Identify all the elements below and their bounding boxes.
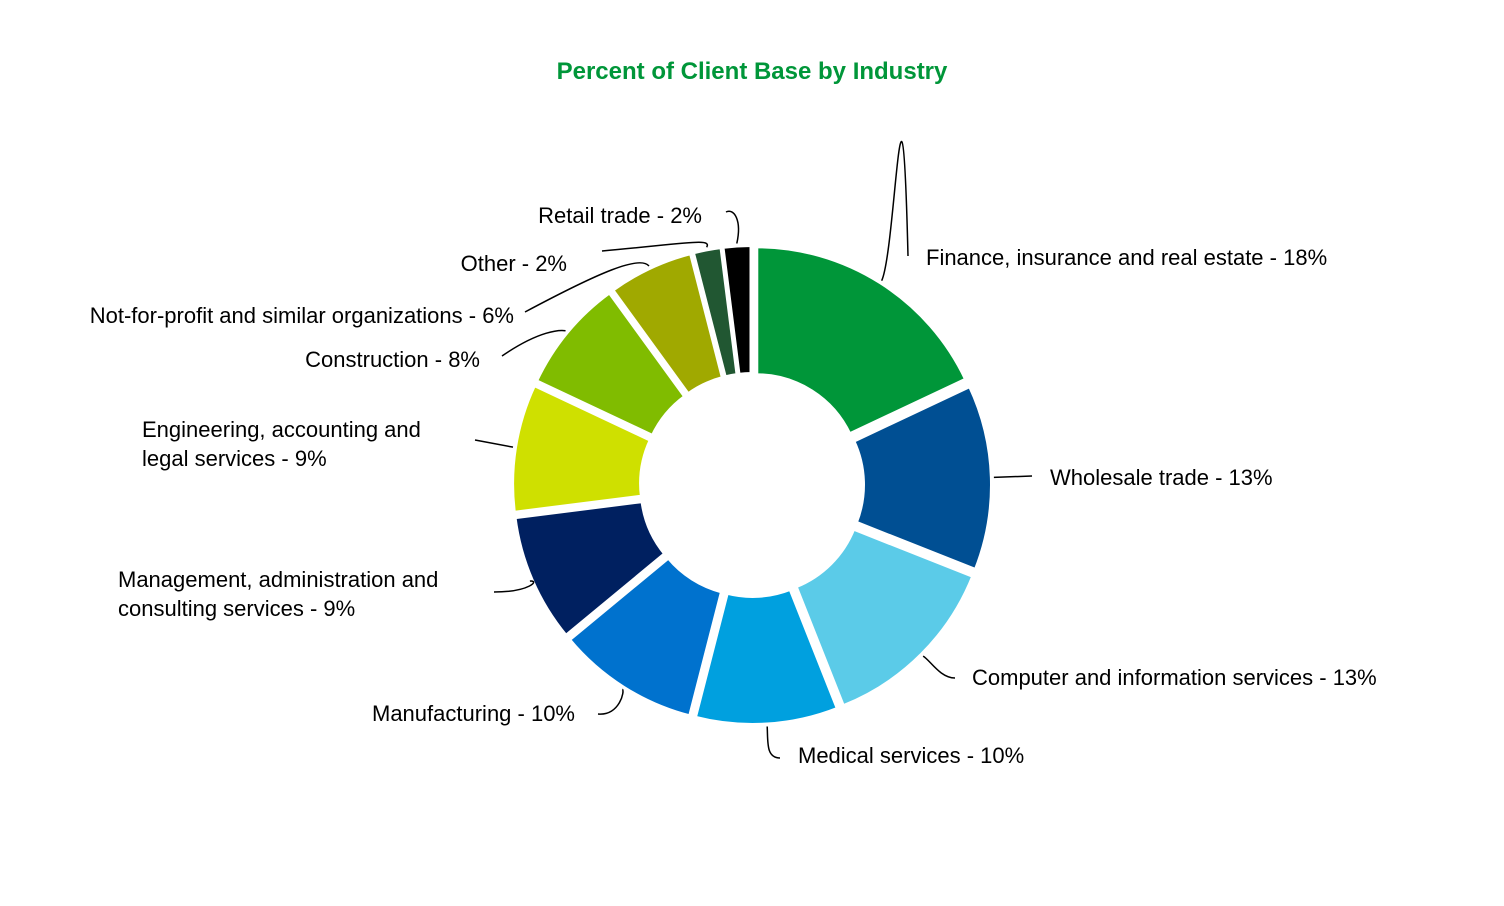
leader-line-0: [880, 140, 909, 281]
slice-label-5: Management, administration and consulting…: [118, 567, 438, 621]
slice-label-7: Construction - 8%: [305, 347, 480, 372]
slice-label-4: Manufacturing - 10%: [372, 701, 575, 726]
slice-2: [792, 525, 976, 709]
slice-label-3: Medical services - 10%: [798, 743, 1024, 768]
leader-line-7: [501, 329, 566, 357]
leader-line-6: [474, 439, 514, 448]
slice-label-10: Retail trade - 2%: [538, 203, 702, 228]
slice-label-1: Wholesale trade - 13%: [1050, 465, 1273, 490]
slice-0: [754, 244, 969, 438]
slice-label-0: Finance, insurance and real estate - 18%: [926, 245, 1327, 270]
slice-label-8: Not-for-profit and similar organizations…: [90, 303, 514, 328]
slice-6: [510, 382, 654, 516]
leader-line-2: [922, 655, 956, 679]
leader-line-8: [524, 262, 650, 313]
slices-layer: [510, 243, 994, 727]
slice-5: [512, 498, 669, 639]
leader-line-4: [597, 688, 624, 715]
slice-3: [692, 586, 841, 727]
chart-title: Percent of Client Base by Industry: [556, 58, 948, 85]
slice-labels: Finance, insurance and real estate - 18%…: [90, 203, 1377, 768]
slice-1: [850, 383, 994, 573]
leader-line-10: [725, 210, 740, 244]
slice-7: [533, 289, 689, 439]
leader-line-9: [601, 241, 709, 252]
leader-line-1: [993, 475, 1033, 479]
slice-label-9: Other - 2%: [461, 251, 567, 276]
leader-line-5: [493, 580, 535, 593]
leader-line-3: [766, 726, 781, 759]
slice-8: [609, 250, 726, 398]
slice-label-6: Engineering, accounting and legal service…: [142, 417, 421, 471]
slice-10: [720, 243, 754, 378]
slice-4: [566, 554, 725, 719]
leader-lines: [474, 140, 1033, 759]
slice-label-2: Computer and information services - 13%: [972, 665, 1377, 690]
